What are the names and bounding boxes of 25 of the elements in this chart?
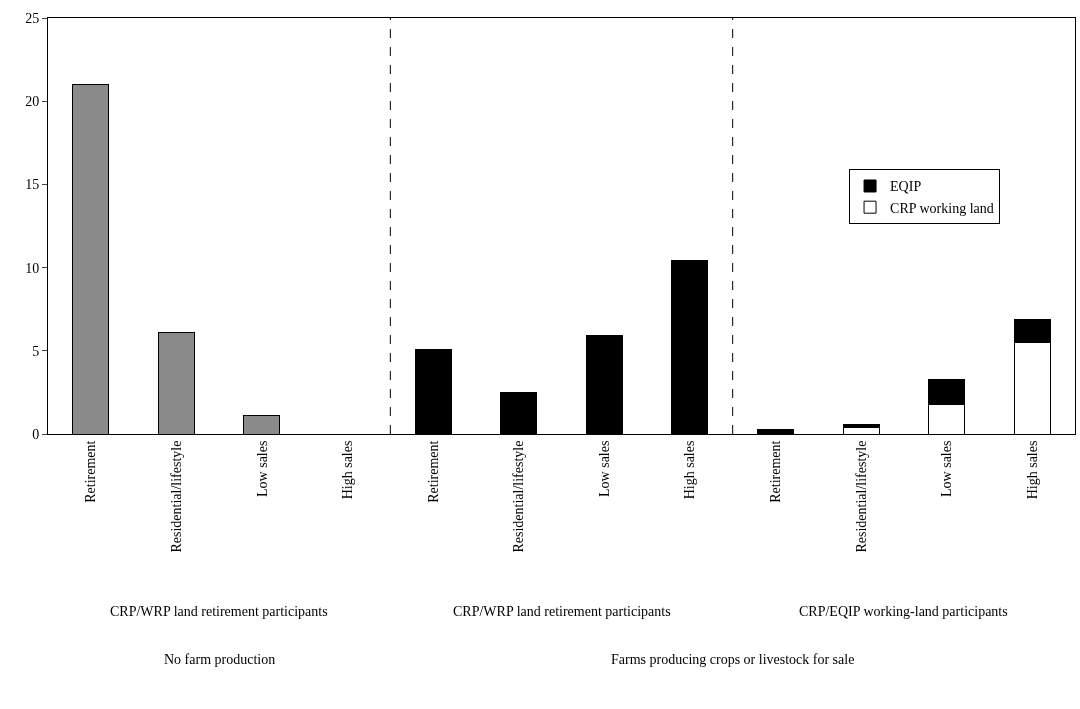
text: CRP/WRP land retirement participants — [453, 604, 671, 619]
x-tick-label: High sales — [1024, 440, 1040, 500]
legend-label: EQIP — [890, 179, 922, 195]
text: Farms producing crops or livestock for sale — [611, 652, 855, 667]
text: No farm production — [164, 652, 276, 667]
x-tick-label: Retirement — [768, 440, 784, 503]
x-tick-label: Retirement — [425, 440, 441, 503]
x-tick-label: Residential/lifestyle — [853, 440, 869, 553]
x-tick-label: Residential/lifestyle — [511, 440, 527, 553]
x-tick-label: Retirement — [83, 440, 99, 503]
text: CRP/WRP land retirement participants — [110, 604, 328, 619]
x-tick-label: Low sales — [254, 440, 270, 497]
x-tick-label: High sales — [340, 440, 356, 500]
y-tick-label: 0 — [32, 426, 40, 442]
y-tick-label: 5 — [32, 343, 40, 359]
x-tick-label: Low sales — [596, 440, 612, 497]
y-tick-label: 10 — [25, 260, 40, 276]
y-tick-label: 25 — [25, 10, 40, 26]
x-tick-label: Low sales — [939, 440, 955, 497]
y-tick-label: 20 — [25, 94, 40, 110]
x-tick-label: Residential/lifestyle — [168, 440, 184, 553]
legend-label: CRP working land — [890, 200, 994, 216]
y-tick-label: 15 — [25, 177, 40, 193]
text: CRP/EQIP working-land participants — [799, 604, 1008, 619]
x-tick-label: High sales — [682, 440, 698, 500]
